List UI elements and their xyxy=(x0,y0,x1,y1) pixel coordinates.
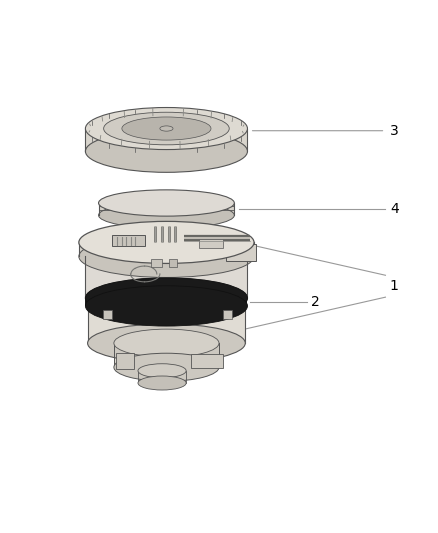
Ellipse shape xyxy=(85,286,247,326)
FancyBboxPatch shape xyxy=(116,353,134,369)
Ellipse shape xyxy=(122,117,211,140)
Ellipse shape xyxy=(99,190,234,216)
Polygon shape xyxy=(85,256,247,298)
Ellipse shape xyxy=(88,287,245,325)
FancyBboxPatch shape xyxy=(151,259,162,268)
Polygon shape xyxy=(99,210,234,214)
Polygon shape xyxy=(79,243,254,256)
FancyBboxPatch shape xyxy=(169,260,177,268)
Ellipse shape xyxy=(114,329,219,357)
FancyBboxPatch shape xyxy=(112,235,145,246)
FancyBboxPatch shape xyxy=(103,310,112,319)
Polygon shape xyxy=(114,343,219,367)
FancyBboxPatch shape xyxy=(191,354,223,368)
Text: 2: 2 xyxy=(311,295,320,309)
FancyBboxPatch shape xyxy=(204,287,232,311)
Text: 1: 1 xyxy=(390,279,399,293)
Ellipse shape xyxy=(85,130,247,172)
Ellipse shape xyxy=(85,108,247,150)
Polygon shape xyxy=(99,203,234,207)
Ellipse shape xyxy=(99,202,234,229)
Ellipse shape xyxy=(114,353,219,381)
Ellipse shape xyxy=(85,278,247,318)
Ellipse shape xyxy=(85,278,247,318)
Text: 3: 3 xyxy=(390,124,399,138)
FancyBboxPatch shape xyxy=(199,239,223,248)
Polygon shape xyxy=(85,298,247,306)
Polygon shape xyxy=(85,128,247,151)
Text: 4: 4 xyxy=(390,202,399,216)
FancyBboxPatch shape xyxy=(223,310,232,319)
Polygon shape xyxy=(88,306,245,343)
Ellipse shape xyxy=(138,376,186,390)
FancyBboxPatch shape xyxy=(226,244,256,261)
Ellipse shape xyxy=(160,126,173,131)
Polygon shape xyxy=(138,371,186,383)
Ellipse shape xyxy=(138,364,186,378)
Polygon shape xyxy=(99,206,234,211)
Ellipse shape xyxy=(88,324,245,362)
Ellipse shape xyxy=(104,112,229,145)
Ellipse shape xyxy=(79,221,254,263)
Ellipse shape xyxy=(79,236,254,278)
